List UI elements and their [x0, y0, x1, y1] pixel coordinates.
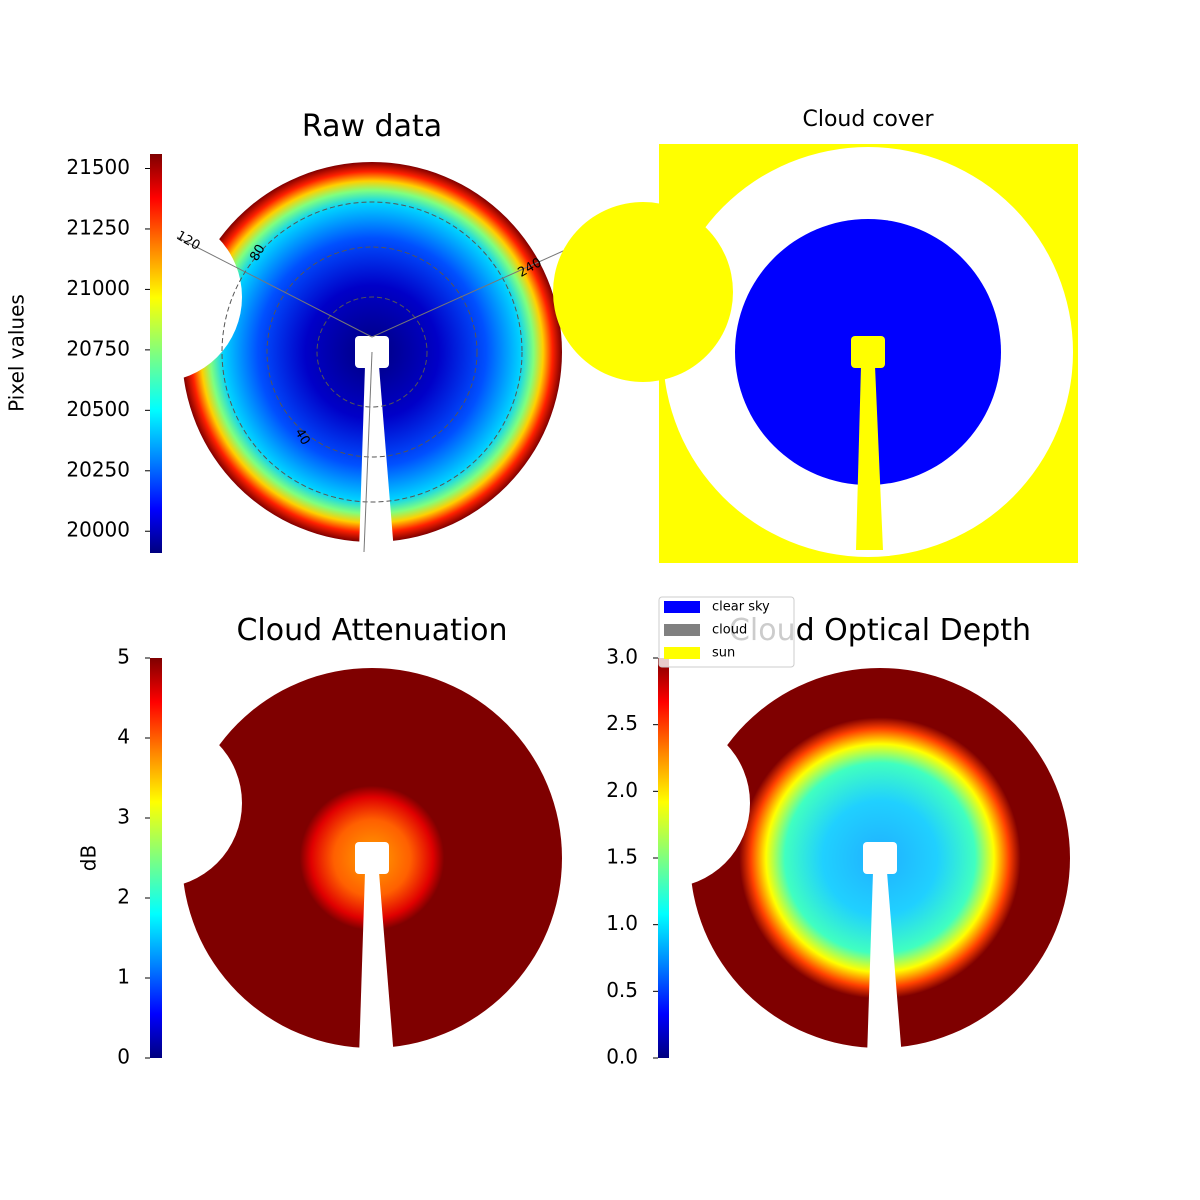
cloud-mask-image — [553, 144, 1078, 563]
legend-swatch — [664, 624, 700, 636]
colorbar-tick-label: 21250 — [66, 215, 130, 239]
legend-label: sun — [712, 646, 735, 661]
raw-image — [172, 152, 573, 553]
colorbar — [658, 658, 669, 1058]
panel-title: Raw data — [302, 109, 442, 144]
colorbar-label: Pixel values — [5, 294, 29, 412]
legend-swatch — [664, 647, 700, 659]
colorbar-tick-label: 2 — [117, 885, 130, 909]
colorbar-tick-label: 20750 — [66, 336, 130, 360]
colorbar — [150, 154, 162, 553]
polar-label: 80 — [247, 242, 268, 264]
colorbar-tick-label: 4 — [117, 725, 130, 749]
colorbar-tick-label: 3.0 — [606, 645, 638, 669]
legend-label: cloud — [712, 623, 747, 638]
colorbar-tick-label: 0.0 — [606, 1045, 638, 1069]
colorbar-tick-label: 1.5 — [606, 845, 638, 869]
legend-swatch — [664, 601, 700, 613]
polar-label: 40 — [291, 426, 312, 448]
panel-title: Cloud Attenuation — [236, 613, 507, 648]
colorbar-tick-label: 0.5 — [606, 978, 638, 1002]
colorbar-tick-label: 1.0 — [606, 911, 638, 935]
colorbar-tick-label: 3 — [117, 805, 130, 829]
colorbar — [150, 658, 162, 1058]
colorbar-tick-label: 2.5 — [606, 711, 638, 735]
colorbar-tick-label: 20500 — [66, 397, 130, 421]
colorbar-label: dB — [77, 845, 101, 871]
colorbar-tick-label: 5 — [117, 645, 130, 669]
legend: clear sky cloud sun — [658, 596, 795, 668]
attenuation-image — [172, 658, 572, 1058]
panel-title: Cloud cover — [803, 107, 935, 132]
colorbar-tick-label: 20250 — [66, 457, 130, 481]
colorbar-tick-label: 21500 — [66, 155, 130, 179]
colorbar-tick-label: 20000 — [66, 518, 130, 542]
colorbar-tick-label: 1 — [117, 965, 130, 989]
colorbar-tick-label: 2.0 — [606, 778, 638, 802]
colorbar-tick-label: 0 — [117, 1045, 130, 1069]
legend-label: clear sky — [712, 600, 770, 615]
colorbar-tick-label: 21000 — [66, 276, 130, 300]
optical-depth-image — [680, 658, 1080, 1058]
